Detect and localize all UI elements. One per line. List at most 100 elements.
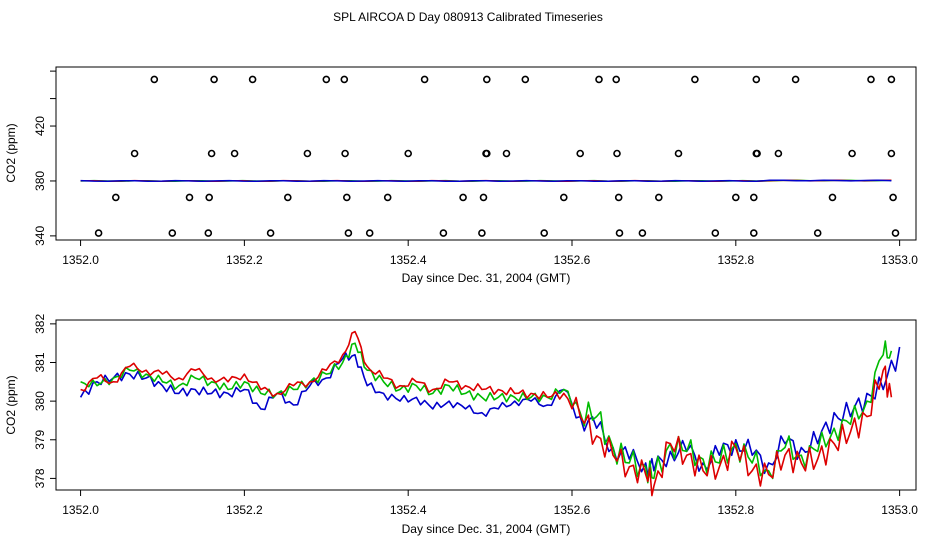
scatter-point [283,193,292,202]
bottom-x-axis-title: Day since Dec. 31, 2004 (GMT) [402,522,571,536]
bottom-x-axis: 1352.0 1352.2 1352.4 1352.6 1352.8 1353.0 [62,490,918,517]
top-y-axis: 340 380 420 [33,70,56,246]
scatter-point [150,75,159,84]
scatter-point [482,75,491,84]
x-tick-label: 1352.0 [62,253,99,267]
y-tick-label: 380 [33,391,47,411]
scatter-point [559,193,568,202]
scatter-point [540,229,549,237]
scatter-point [813,229,822,237]
bottom-series-line-blue [79,346,901,476]
scatter-point [774,149,783,158]
bottom-series-line-red [80,330,893,497]
bottom-y-axis: 378 379 380 381 382 [33,314,56,488]
scatter-point [654,193,663,202]
x-tick-label: 1352.6 [554,503,591,517]
scatter-point [614,193,623,202]
x-tick-label: 1352.0 [62,503,99,517]
bottom-y-axis-title: CO2 (ppm) [4,375,18,434]
scatter-point [867,75,875,84]
scatter-point [887,149,896,158]
top-panel: 1352.0 1352.2 1352.4 1352.6 1352.8 1353.0 340… [4,66,918,285]
scatter-point [322,75,331,84]
x-tick-label: 1353.0 [881,503,918,517]
scatter-point [94,229,103,237]
scatter-point [344,229,353,237]
top-x-axis-title: Day since Dec. 31, 2004 (GMT) [402,271,571,285]
y-tick-label: 420 [33,116,47,136]
scatter-point [341,149,349,158]
scatter-point [185,193,194,202]
scatter-point [303,149,312,158]
scatter-point [340,75,349,84]
scatter-point [404,149,413,158]
x-tick-label: 1352.2 [226,503,263,517]
scatter-point [691,75,699,84]
scatter-point [749,229,758,237]
scatter-point [887,75,896,84]
scatter-point [889,193,897,202]
y-tick-label: 340 [33,226,47,246]
top-series-line-blue [80,179,892,183]
scatter-point [615,229,624,237]
scatter-point [266,229,275,237]
scatter-point [711,229,720,237]
scatter-point [478,229,486,237]
x-tick-label: 1352.8 [717,253,754,267]
scatter-point [521,75,530,84]
scatter-point [576,149,585,158]
scatter-point [130,149,139,158]
y-tick-label: 379 [33,429,47,449]
scatter-point [112,193,120,202]
scatter-point [612,75,621,84]
scatter-point [595,75,603,84]
y-tick-label: 380 [33,171,47,191]
scatter-point [891,229,900,237]
scatter-point [638,229,647,237]
x-tick-label: 1352.2 [226,253,263,267]
scatter-point [383,193,392,202]
scatter-point [365,229,374,237]
x-tick-label: 1353.0 [881,253,918,267]
y-tick-label: 382 [33,314,47,334]
scatter-point [502,149,511,158]
y-tick-label: 381 [33,352,47,372]
scatter-point [342,193,351,202]
scatter-point [248,75,257,84]
scatter-point [482,149,491,158]
bottom-plot-frame [55,319,917,491]
x-tick-label: 1352.4 [390,503,427,517]
top-x-axis: 1352.0 1352.2 1352.4 1352.6 1352.8 1353.0 [62,240,918,267]
scatter-point [205,193,213,202]
bottom-series-line-green [80,340,893,484]
scatter-point [207,149,216,158]
top-plot-frame [55,66,917,241]
scatter-point [791,75,800,84]
scatter-point [749,193,758,202]
scatter-point [753,149,761,158]
scatter-point [459,193,467,202]
bottom-panel: 1352.0 1352.2 1352.4 1352.6 1352.8 1353.0 378… [4,314,918,536]
scatter-point [439,229,448,237]
scatter-point [420,75,429,84]
scatter-point [848,149,856,158]
bottom-marks [79,330,901,497]
scatter-point [230,149,239,158]
x-tick-label: 1352.4 [390,253,427,267]
top-marks [80,75,900,237]
scatter-point [674,149,683,158]
scatter-point [168,229,177,237]
scatter-point [204,229,213,237]
scatter-point [731,193,740,202]
x-tick-label: 1352.8 [717,503,754,517]
figure-title: SPL AIRCOA D Day 080913 Calibrated Times… [333,10,603,24]
scatter-point [752,75,761,84]
top-y-axis-title: CO2 (ppm) [4,123,18,182]
scatter-point [828,193,837,202]
y-tick-label: 378 [33,468,47,488]
scatter-point [479,193,488,202]
scatter-point [613,149,621,158]
scatter-point [210,75,218,84]
x-tick-label: 1352.6 [554,253,591,267]
